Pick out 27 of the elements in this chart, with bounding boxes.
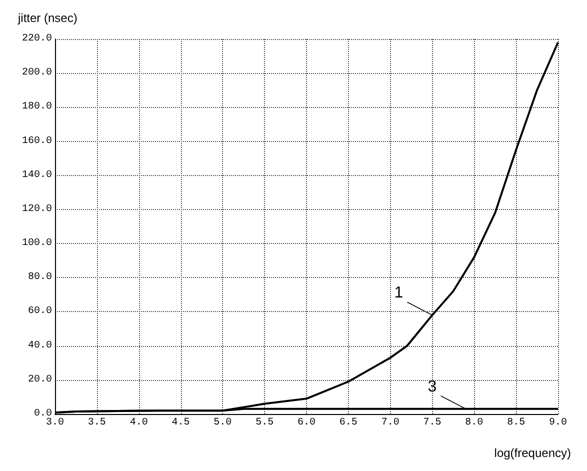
x-tick-label: 6.5 <box>339 418 358 428</box>
y-tick-label: 180.0 <box>22 102 52 113</box>
y-tick-label: 120.0 <box>22 204 52 215</box>
y-tick-label: 140.0 <box>22 170 52 181</box>
x-tick-label: 6.0 <box>297 418 316 428</box>
x-tick-label: 4.0 <box>130 418 148 428</box>
y-tick-label: 80.0 <box>28 272 52 284</box>
x-tick-label: 7.0 <box>381 418 400 428</box>
x-tick-label: 3.0 <box>46 418 64 428</box>
x-tick-label: 3.5 <box>88 418 106 428</box>
x-axis-title: log(frequency) <box>494 446 572 460</box>
x-tick-label: 5.5 <box>256 418 274 428</box>
y-tick-label: 60.0 <box>28 306 52 318</box>
y-axis-title: jitter (nsec) <box>17 11 78 25</box>
y-tick-label: 200.0 <box>22 68 52 79</box>
x-tick-label: 7.5 <box>423 418 442 428</box>
y-tick-label: 220.0 <box>22 34 52 44</box>
y-tick-label: 100.0 <box>22 238 52 250</box>
x-tick-label: 9.0 <box>548 418 568 428</box>
annotation: 1 <box>394 284 404 302</box>
y-tick-label: 40.0 <box>28 340 52 352</box>
x-tick-label: 4.5 <box>172 418 190 428</box>
x-tick-label: 8.0 <box>465 418 484 428</box>
x-tick-label: 8.5 <box>507 418 526 428</box>
x-tick-label: 5.0 <box>214 418 232 428</box>
y-tick-label: 160.0 <box>22 136 52 147</box>
y-tick-label: 20.0 <box>28 374 52 386</box>
